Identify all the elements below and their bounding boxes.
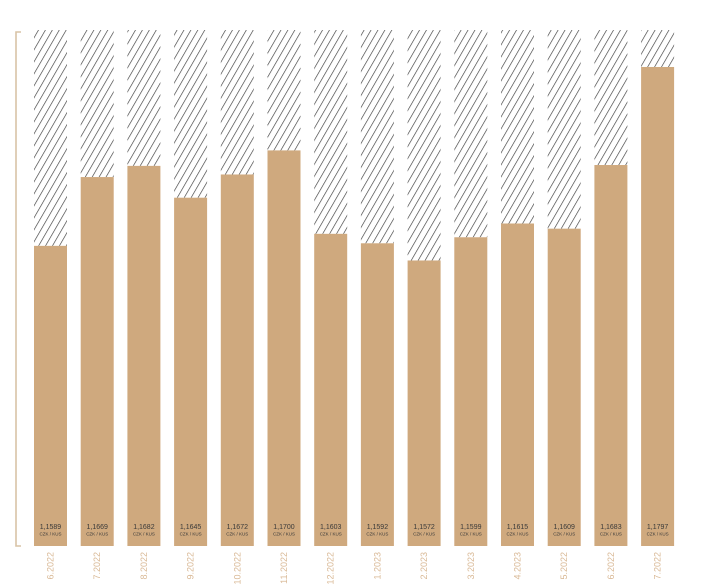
bar-unit-label: CZK / KUS [226,532,248,537]
x-tick-label: 3.2023 [466,552,476,580]
bar-hatch-background [314,30,348,234]
bar-hatch-background [267,30,301,151]
x-tick-label: 5.2022 [559,552,569,580]
bar-hatch-background [407,30,441,261]
bar-value-label: 1,1609 [553,524,575,531]
bar-value-label: 1,1599 [460,524,482,531]
bar [547,228,581,546]
bar-value-label: 1,1672 [227,524,249,531]
bar-value-label: 1,1682 [133,524,155,531]
x-tick-label: 1.2023 [372,552,382,580]
bar-hatch-background [360,30,394,244]
bar-hatch-background [547,30,581,229]
bar [34,245,67,547]
x-tick-label: 4.2023 [513,552,523,580]
bar-unit-label: CZK / KUS [39,532,61,537]
bar-unit-label: CZK / KUS [647,532,669,537]
x-tick-label: 6.2022 [606,552,616,580]
bar-unit-label: CZK / KUS [273,532,295,537]
bar [454,237,488,546]
bar [641,66,675,546]
bar-value-label: 1,1589 [40,524,62,531]
bar [501,223,534,546]
bar-value-label: 1,1615 [507,524,529,531]
bar-hatch-background [501,30,534,224]
x-tick-label: 7.2022 [653,552,663,580]
bar-hatch-background [220,30,254,175]
x-tick-label: 6.2022 [46,552,56,580]
bar [407,260,441,546]
x-tick-label: 12.2022 [326,552,336,585]
bar-hatch-background [34,30,67,246]
bar-value-label: 1,1645 [180,524,202,531]
bar-value-label: 1,1572 [413,524,435,531]
bar-hatch-background [594,30,628,166]
x-tick-label: 8.2022 [139,552,149,580]
bar [360,243,394,546]
x-tick-label: 10.2022 [232,552,242,585]
bar-unit-label: CZK / KUS [320,532,342,537]
x-tick-label: 2.2023 [419,552,429,580]
bar [267,150,301,546]
bar [594,165,628,546]
bar-value-label: 1,1592 [367,524,389,531]
bar-value-label: 1,1603 [320,524,342,531]
bar-hatch-background [454,30,488,238]
bar-hatch-background [174,30,208,198]
x-tick-label: 11.2022 [279,552,289,584]
bar-value-label: 1,1669 [86,524,108,531]
bar-hatch-background [80,30,114,178]
bar-unit-label: CZK / KUS [133,532,155,537]
bar-unit-label: CZK / KUS [600,532,622,537]
bar [314,233,348,546]
bar-hatch-background [127,30,161,166]
bar-unit-label: CZK / KUS [180,532,202,537]
bar-unit-label: CZK / KUS [413,532,435,537]
bar [80,177,114,546]
bar-unit-label: CZK / KUS [553,532,575,537]
bar-value-label: 1,1797 [647,524,669,531]
bar-value-label: 1,1683 [600,524,622,531]
bar-value-label: 1,1700 [273,524,295,531]
bar-unit-label: CZK / KUS [366,532,388,537]
bar-unit-label: CZK / KUS [86,532,108,537]
x-tick-label: 7.2022 [92,552,102,580]
bar-unit-label: CZK / KUS [506,532,528,537]
bar-hatch-background [641,30,675,67]
x-tick-label: 9.2022 [186,552,196,580]
bar [127,165,161,546]
bar [174,197,208,546]
axis-bracket [15,31,21,547]
bar [220,174,254,547]
bar-unit-label: CZK / KUS [460,532,482,537]
